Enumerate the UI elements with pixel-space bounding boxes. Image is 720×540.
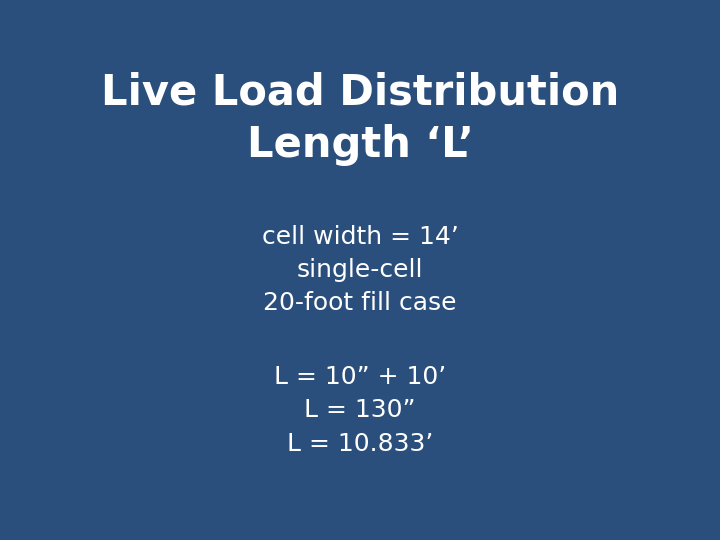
Text: Live Load Distribution
Length ‘L’: Live Load Distribution Length ‘L’: [101, 72, 619, 166]
Text: cell width = 14’
single-cell
20-foot fill case: cell width = 14’ single-cell 20-foot fil…: [261, 225, 459, 315]
Text: L = 10” + 10’
L = 130”
L = 10.833’: L = 10” + 10’ L = 130” L = 10.833’: [274, 365, 446, 456]
